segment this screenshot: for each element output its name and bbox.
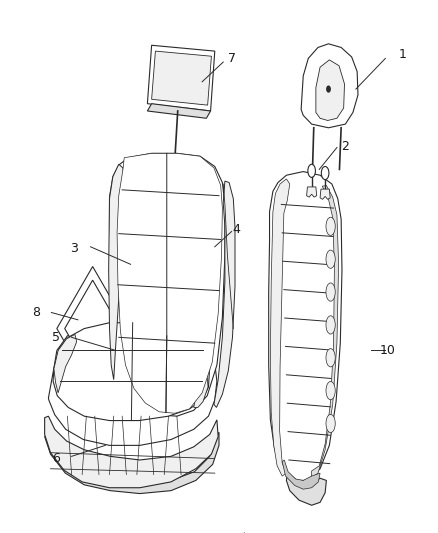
Polygon shape [148,104,211,118]
Polygon shape [45,432,219,494]
Circle shape [163,189,170,199]
Ellipse shape [326,414,335,433]
Polygon shape [301,44,358,128]
Polygon shape [152,51,212,105]
Polygon shape [109,164,124,379]
Polygon shape [110,154,225,416]
Text: 2: 2 [341,140,349,152]
Polygon shape [312,185,339,478]
Polygon shape [53,322,210,421]
Ellipse shape [326,283,335,301]
Polygon shape [194,340,208,407]
Polygon shape [270,179,290,476]
Ellipse shape [326,217,335,236]
Polygon shape [65,280,120,377]
Text: 5: 5 [52,331,60,344]
Polygon shape [45,416,218,488]
Text: 4: 4 [232,223,240,237]
Text: 3: 3 [70,242,78,255]
Polygon shape [268,172,342,480]
Circle shape [170,175,174,184]
Text: 10: 10 [379,344,396,357]
Ellipse shape [326,316,335,334]
Polygon shape [282,460,320,489]
Polygon shape [316,60,345,120]
Text: 7: 7 [228,52,236,65]
Polygon shape [54,334,77,393]
Text: 8: 8 [32,306,40,319]
Circle shape [321,166,329,180]
Polygon shape [117,154,223,413]
Text: 1: 1 [398,49,406,61]
Ellipse shape [326,382,335,400]
Polygon shape [214,181,235,407]
Circle shape [308,164,315,177]
Polygon shape [320,189,330,199]
Polygon shape [148,45,215,111]
Polygon shape [57,266,128,391]
Text: 6: 6 [52,452,60,465]
Polygon shape [307,187,317,197]
Circle shape [327,86,330,92]
Ellipse shape [326,250,335,268]
Polygon shape [286,474,326,505]
Ellipse shape [326,349,335,367]
Polygon shape [49,321,217,446]
